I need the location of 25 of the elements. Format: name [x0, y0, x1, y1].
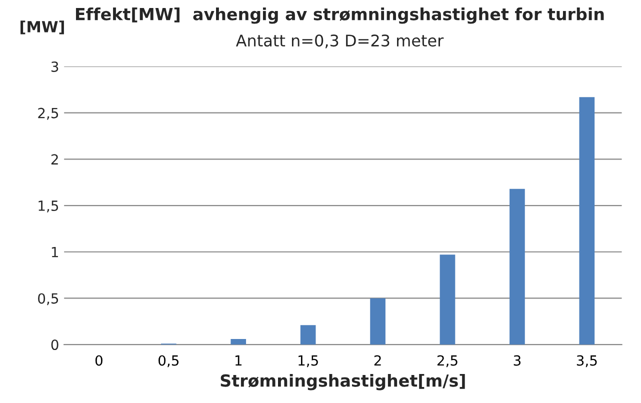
- x-tick-label: 3,5: [576, 355, 597, 368]
- y-tick-label: 3: [51, 61, 58, 72]
- chart-title: Effekt[MW] avhengig av strømningshastighet for turbin: [76, 7, 604, 24]
- x-tick-label: 1: [235, 355, 242, 366]
- y-tick-label: 0,5: [38, 293, 58, 306]
- y-tick-label: 2: [51, 154, 58, 164]
- x-tick-label: 1,5: [298, 355, 318, 368]
- x-tick-label: 3: [514, 355, 521, 366]
- y-tick-label: 0: [51, 340, 58, 350]
- x-axis-title: Strømningshastighet[m/s]: [220, 374, 465, 390]
- y-tick-label: 1,5: [38, 200, 58, 212]
- x-tick-label: 2: [374, 355, 381, 366]
- bar: [370, 298, 386, 345]
- y-axis-title: [MW]: [20, 20, 64, 34]
- bar: [300, 325, 316, 345]
- x-tick-label: 0,5: [158, 355, 178, 368]
- x-tick-label: 0: [95, 355, 102, 366]
- bar: [440, 254, 456, 345]
- y-tick-label: 2,5: [38, 108, 58, 120]
- y-tick-label: 1: [52, 247, 58, 258]
- bar: [230, 339, 246, 345]
- x-tick-label: 2,5: [437, 355, 458, 368]
- chart-subtitle: Antatt n=0,3 D=23 meter: [236, 34, 444, 48]
- bar: [579, 97, 595, 345]
- bar: [510, 188, 525, 345]
